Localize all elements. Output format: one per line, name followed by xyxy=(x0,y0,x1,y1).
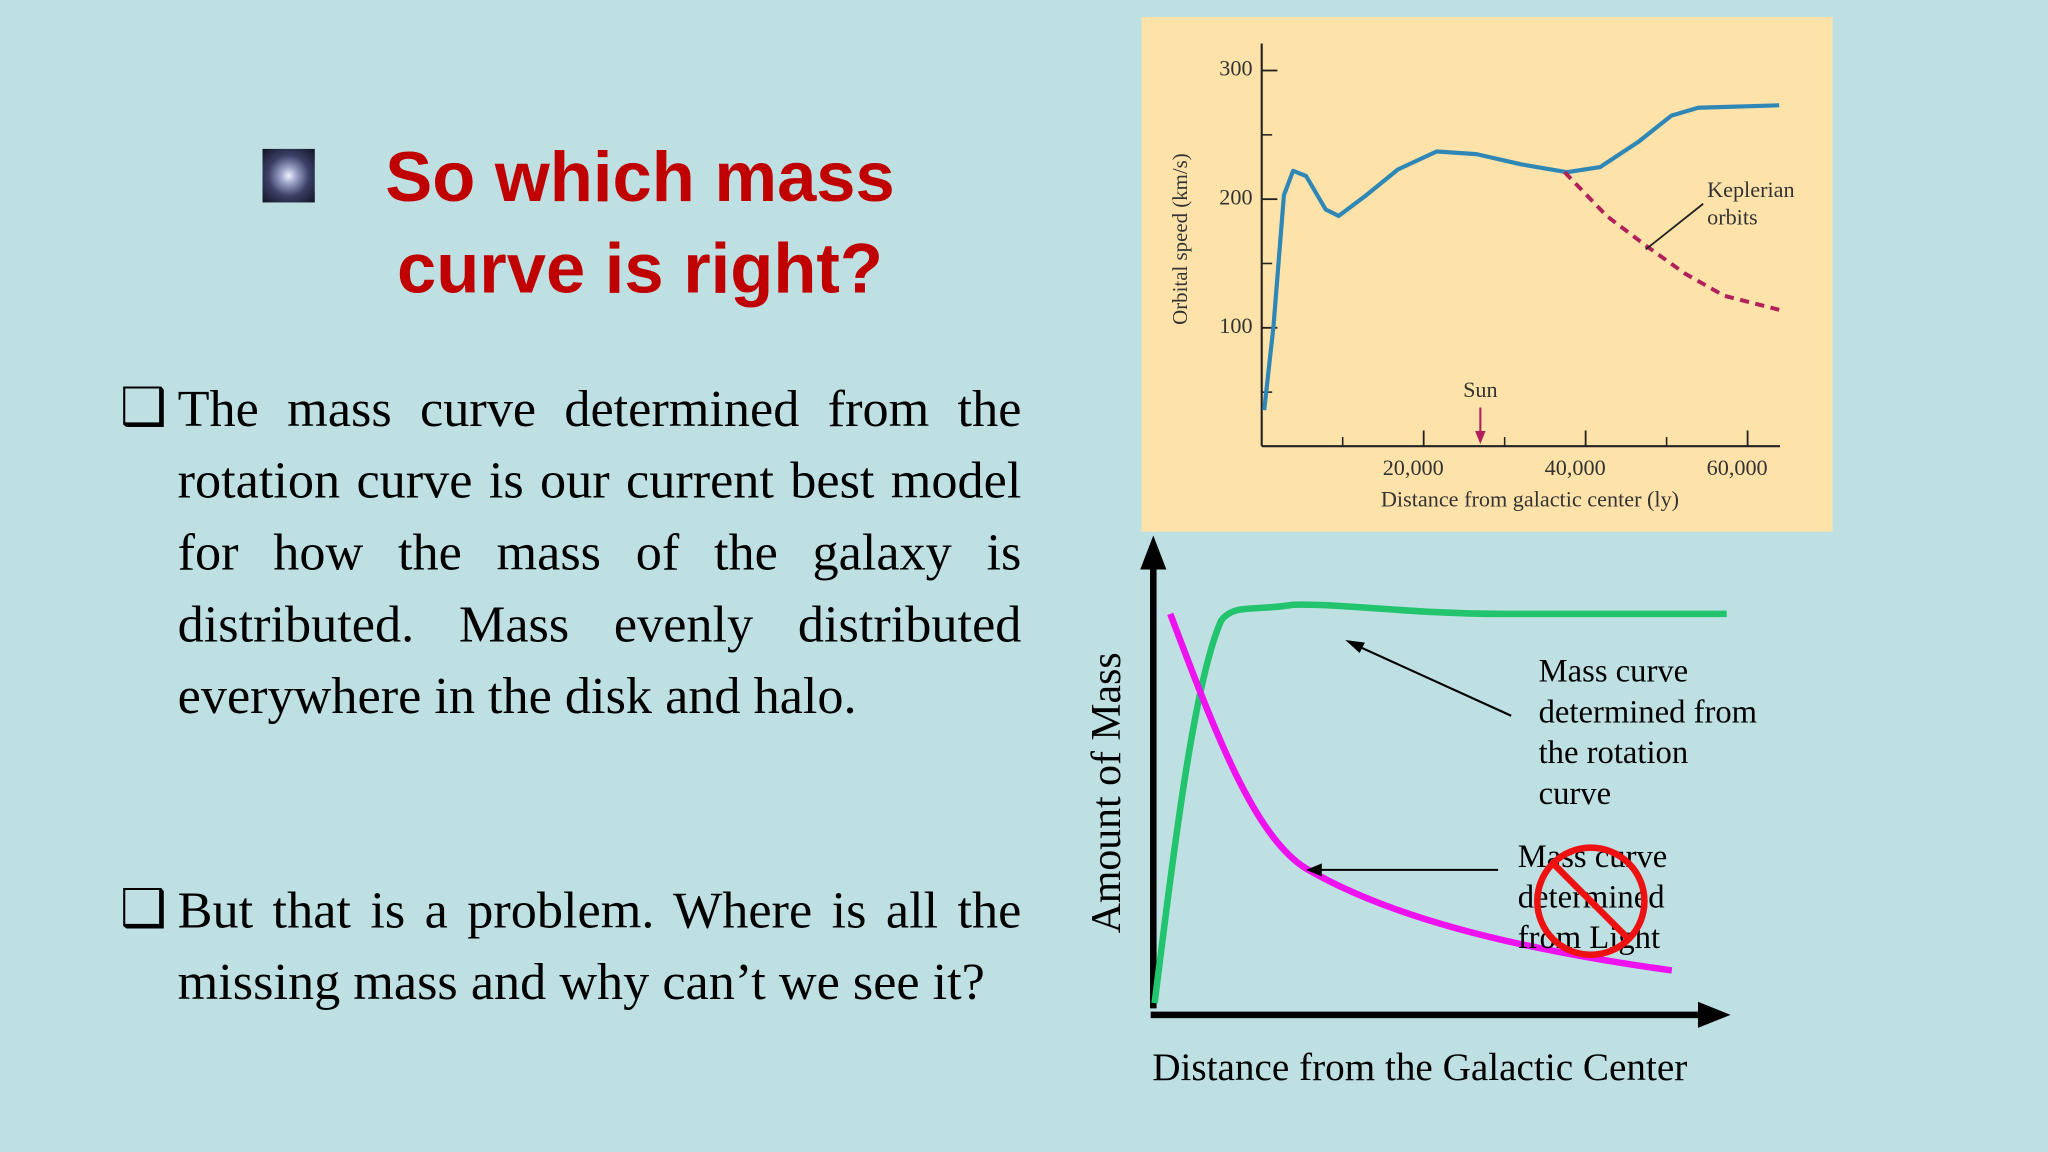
y-tick-label: 200 xyxy=(1219,184,1252,209)
y-tick-label: 300 xyxy=(1219,56,1252,81)
no-sign xyxy=(1534,844,1648,959)
label-line: Mass curve xyxy=(1539,653,1689,689)
bullet-text: The mass curve determined from the rotat… xyxy=(177,378,1022,725)
bullet-text: But that is a problem. Where is all the … xyxy=(177,880,1022,1011)
marker-arrowhead xyxy=(1475,431,1486,445)
bullet-marker: ❑ xyxy=(120,879,167,940)
x-tick-label: 20,000 xyxy=(1383,455,1444,480)
bullet-marker: ❑ xyxy=(120,377,167,438)
diagram-y-label: Amount of Mass xyxy=(1084,652,1130,933)
annotation-line: Keplerian xyxy=(1707,177,1794,202)
y-axis-label: Orbital speed (km/s) xyxy=(1168,153,1192,325)
label-line: the rotation xyxy=(1539,735,1689,771)
bullet: ❑ But that is a problem. Where is all th… xyxy=(120,874,1021,1018)
label-line: Mass curve xyxy=(1518,839,1668,875)
diagram-arrows xyxy=(1306,639,1512,877)
x-tick-label: 60,000 xyxy=(1707,455,1768,480)
y-tick-label: 100 xyxy=(1219,313,1252,338)
rotation-chart: 100 200 300 20,000 40,000 60,000 Distance from… xyxy=(1168,43,1795,512)
title-line: So which mass xyxy=(385,138,895,217)
rotation-mass-curve xyxy=(1151,601,1727,1004)
series-line xyxy=(1262,103,1780,411)
diagram-x-label: Distance from the Galactic Center xyxy=(1152,1046,1687,1089)
annotation-leader xyxy=(1645,203,1704,251)
bullet: ❑ The mass curve determined from the rot… xyxy=(120,372,1021,731)
x-tick-label: 40,000 xyxy=(1545,455,1606,480)
title-line: curve is right? xyxy=(396,229,883,309)
dashed-series-line xyxy=(1563,170,1780,312)
x-axis-label: Distance from galactic center (ly) xyxy=(1381,487,1679,512)
light-mass-curve xyxy=(1167,612,1673,974)
marker-label: Sun xyxy=(1463,377,1498,402)
annotation-line: orbits xyxy=(1707,205,1758,230)
label-line: determined from xyxy=(1539,694,1757,730)
galaxy-icon xyxy=(262,148,315,203)
label-line: curve xyxy=(1539,776,1612,812)
diagram-label: Mass curve determined from the rotation cur… xyxy=(1539,653,1757,812)
annotation: Keplerian orbits xyxy=(1707,177,1794,229)
diagram-axes xyxy=(1140,535,1731,1028)
